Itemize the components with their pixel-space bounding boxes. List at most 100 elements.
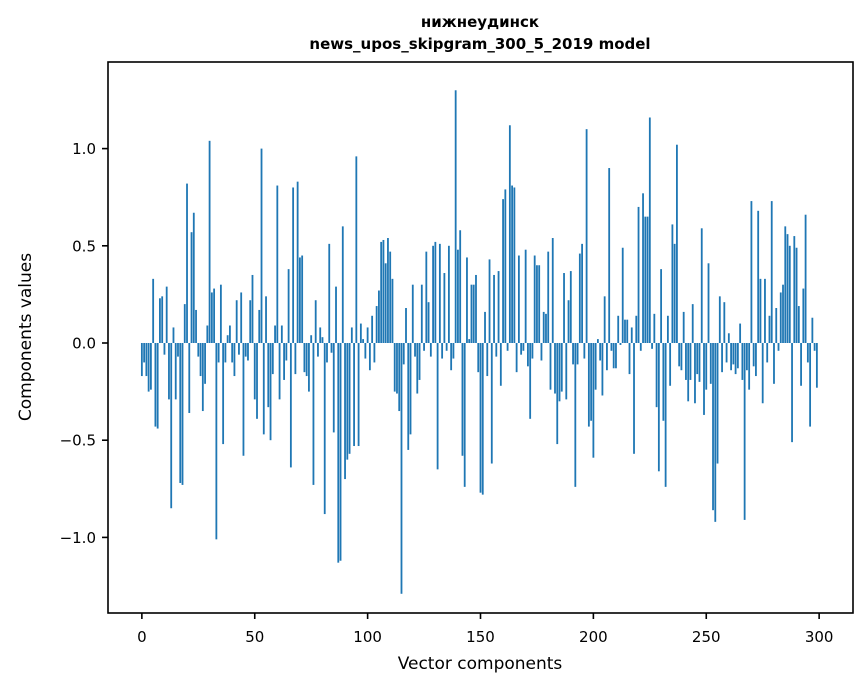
bar bbox=[195, 309, 197, 343]
bar bbox=[488, 259, 491, 343]
bar bbox=[269, 343, 272, 441]
bar bbox=[219, 284, 222, 343]
bar bbox=[298, 257, 301, 343]
bar bbox=[405, 308, 407, 343]
bar bbox=[314, 300, 317, 343]
bar bbox=[637, 206, 640, 343]
bar bbox=[481, 343, 484, 495]
bar bbox=[698, 343, 701, 382]
bar bbox=[183, 304, 186, 343]
bar bbox=[280, 325, 283, 343]
bar bbox=[341, 226, 344, 343]
bar bbox=[651, 343, 653, 349]
bar bbox=[811, 317, 814, 343]
bar bbox=[806, 343, 809, 363]
bar bbox=[493, 274, 495, 343]
bar bbox=[565, 343, 568, 400]
bar bbox=[213, 288, 216, 343]
bar bbox=[554, 343, 556, 394]
bar bbox=[757, 210, 760, 343]
bar bbox=[576, 343, 579, 365]
bar bbox=[197, 343, 200, 357]
bar bbox=[186, 183, 188, 343]
bar bbox=[258, 309, 261, 343]
y-tick-label: 1.0 bbox=[72, 140, 96, 158]
bar bbox=[364, 343, 367, 359]
plot-frame bbox=[107, 61, 854, 614]
bar bbox=[348, 343, 351, 454]
bar bbox=[802, 288, 805, 343]
bar bbox=[682, 311, 685, 343]
bar bbox=[400, 343, 403, 594]
bar bbox=[375, 306, 378, 343]
bar bbox=[323, 343, 326, 515]
bar bbox=[671, 224, 674, 343]
bar bbox=[574, 343, 577, 487]
bar bbox=[538, 265, 541, 343]
bar bbox=[563, 273, 565, 343]
bar bbox=[192, 212, 195, 343]
bar bbox=[366, 327, 369, 343]
bar bbox=[368, 343, 371, 371]
bar bbox=[615, 343, 617, 369]
bar bbox=[560, 343, 563, 392]
bar bbox=[427, 302, 430, 343]
bar bbox=[353, 343, 355, 447]
bar bbox=[630, 327, 633, 343]
bar bbox=[795, 247, 798, 343]
bar bbox=[425, 251, 428, 343]
bar bbox=[441, 343, 444, 359]
bar bbox=[199, 343, 202, 377]
bar bbox=[633, 343, 635, 454]
bar bbox=[809, 343, 812, 427]
bar bbox=[750, 201, 753, 343]
bar bbox=[461, 343, 464, 456]
bar bbox=[655, 343, 658, 408]
bar bbox=[736, 343, 739, 369]
bar bbox=[274, 325, 276, 343]
bar bbox=[732, 343, 735, 365]
bar bbox=[540, 343, 543, 361]
bar bbox=[779, 292, 782, 343]
bar bbox=[201, 343, 204, 412]
bar bbox=[177, 343, 179, 357]
bar bbox=[312, 343, 315, 485]
bar bbox=[621, 247, 624, 343]
bar bbox=[522, 343, 525, 351]
bar bbox=[319, 327, 322, 343]
bar bbox=[253, 343, 256, 400]
bar bbox=[256, 343, 258, 419]
bar bbox=[152, 278, 155, 343]
bar bbox=[149, 343, 152, 390]
bar bbox=[752, 343, 755, 367]
bar bbox=[373, 343, 376, 363]
bar bbox=[359, 323, 362, 343]
bar bbox=[154, 343, 157, 427]
bar bbox=[174, 343, 177, 400]
bar bbox=[601, 343, 604, 396]
bar bbox=[712, 343, 714, 511]
bar bbox=[694, 343, 696, 404]
bar bbox=[709, 343, 712, 384]
bar bbox=[163, 343, 166, 355]
bar bbox=[755, 343, 757, 377]
bar bbox=[357, 343, 360, 447]
bar bbox=[524, 249, 527, 343]
bar bbox=[434, 241, 437, 343]
bar bbox=[608, 168, 611, 343]
bar bbox=[644, 216, 647, 343]
bar bbox=[398, 343, 401, 412]
bar bbox=[718, 296, 721, 343]
bar bbox=[344, 343, 346, 480]
bar bbox=[436, 343, 439, 470]
bar bbox=[445, 343, 448, 351]
bar bbox=[229, 325, 231, 343]
bar bbox=[617, 315, 620, 343]
bar bbox=[685, 343, 687, 380]
bar bbox=[217, 343, 220, 363]
bar bbox=[328, 243, 331, 343]
bar bbox=[470, 284, 473, 343]
bar bbox=[624, 319, 626, 343]
bar bbox=[179, 343, 182, 483]
